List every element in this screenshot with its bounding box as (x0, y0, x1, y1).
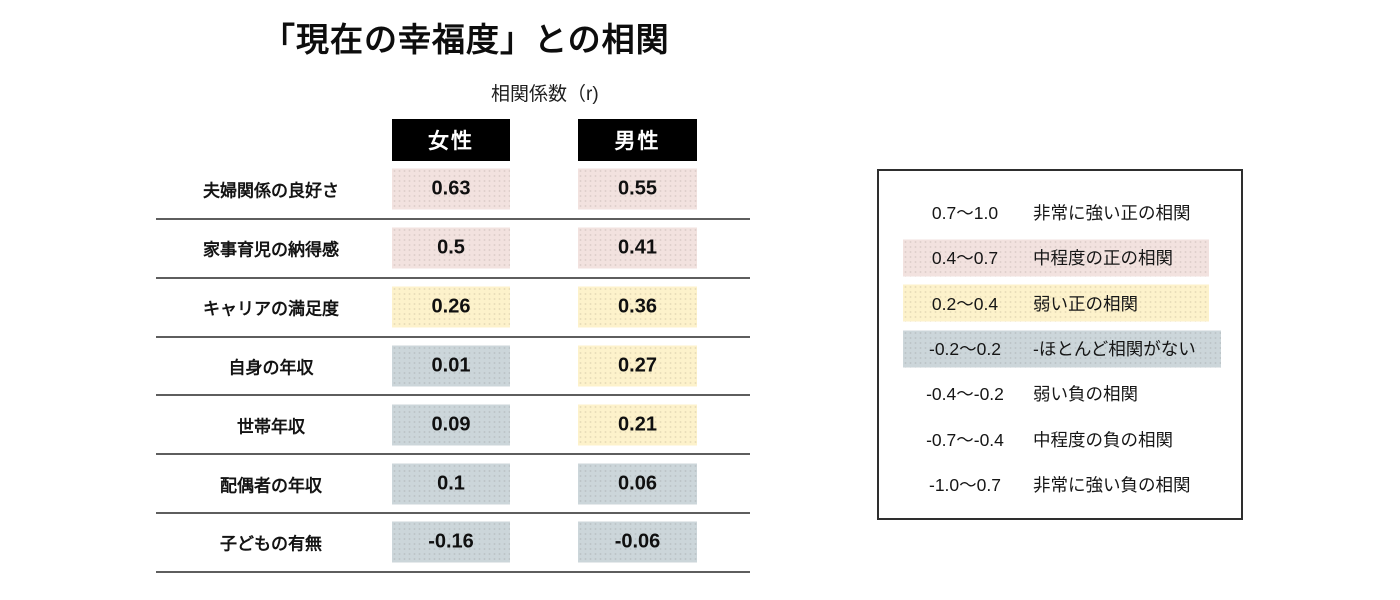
value-cell-male: 0.27 (578, 345, 697, 387)
correlation-table: 女性 男性 夫婦関係の良好さ 0.63 0.55 家事育児の納得感 0.5 0.… (156, 119, 750, 573)
row-label: 夫婦関係の良好さ (203, 181, 339, 201)
legend-label: 中程度の正の相関 (1033, 248, 1173, 269)
legend-range: -0.4〜-0.2 (926, 384, 1004, 405)
table-row: 子どもの有無 -0.16 -0.06 (156, 514, 750, 573)
value-cell-male: 0.55 (578, 168, 697, 210)
legend-range: 0.2〜0.4 (931, 293, 999, 314)
row-label: 家事育児の納得感 (203, 240, 339, 260)
legend-range: -0.2〜0.2 (929, 339, 1001, 360)
legend-range: 0.4〜0.7 (931, 248, 999, 269)
table-row: 自身の年収 0.01 0.27 (156, 338, 750, 397)
table-row: 家事育児の納得感 0.5 0.41 (156, 220, 750, 279)
legend-label: 弱い負の相関 (1033, 384, 1138, 405)
value-cell-female: 0.5 (392, 227, 510, 269)
legend-box: 0.7〜1.0 非常に強い正の相関 0.4〜0.7 中程度の正の相関 0.2〜0… (877, 169, 1243, 520)
legend-range: -1.0〜0.7 (929, 474, 1001, 495)
value-cell-female: 0.09 (392, 404, 510, 446)
value-cell-female: -0.16 (392, 521, 510, 563)
column-header-female: 女性 (392, 119, 510, 161)
value-cell-male: 0.21 (578, 404, 697, 446)
legend-row: -0.4〜-0.2 弱い負の相関 (879, 371, 1241, 416)
legend-range: 0.7〜1.0 (931, 203, 999, 224)
legend-highlight-gray (903, 330, 1221, 368)
row-label: 子どもの有無 (220, 534, 322, 554)
table-row: 世帯年収 0.09 0.21 (156, 396, 750, 456)
legend-row: 0.7〜1.0 非常に強い正の相関 (879, 190, 1241, 235)
subtitle-correlation-coefficient: 相関係数（r) (491, 84, 599, 105)
page-title: 「現在の幸福度」との相関 (262, 21, 670, 58)
row-label: 世帯年収 (237, 417, 305, 437)
column-header-male: 男性 (578, 119, 697, 161)
value-cell-male: 0.06 (578, 463, 697, 505)
row-label: キャリアの満足度 (203, 299, 339, 319)
value-cell-male: 0.36 (578, 286, 697, 328)
legend-label: 中程度の負の相関 (1033, 429, 1173, 450)
legend-highlight-pink (903, 239, 1209, 277)
row-label: 配偶者の年収 (220, 476, 322, 496)
value-cell-male: 0.41 (578, 227, 697, 269)
legend-row: 0.2〜0.4 弱い正の相関 (879, 281, 1241, 326)
row-label: 自身の年収 (228, 358, 314, 378)
legend-row: -0.7〜-0.4 中程度の負の相関 (879, 416, 1241, 461)
value-cell-female: 0.01 (392, 345, 510, 387)
value-cell-female: 0.1 (392, 463, 510, 505)
table-header-row: 女性 男性 (156, 119, 750, 161)
value-cell-male: -0.06 (578, 521, 697, 563)
table-row: 夫婦関係の良好さ 0.63 0.55 (156, 161, 750, 220)
value-cell-female: 0.26 (392, 286, 510, 328)
legend-row: -1.0〜0.7 非常に強い負の相関 (879, 462, 1241, 507)
legend-range: -0.7〜-0.4 (926, 429, 1004, 450)
legend-label: 弱い正の相関 (1033, 293, 1138, 314)
legend-label: -ほとんど相関がない (1033, 339, 1196, 360)
legend-row: 0.4〜0.7 中程度の正の相関 (879, 235, 1241, 280)
legend-label: 非常に強い正の相関 (1033, 203, 1191, 224)
value-cell-female: 0.63 (392, 168, 510, 210)
legend-row: -0.2〜0.2 -ほとんど相関がない (879, 326, 1241, 371)
table-row: 配偶者の年収 0.1 0.06 (156, 455, 750, 515)
legend-label: 非常に強い負の相関 (1033, 474, 1191, 495)
table-row: キャリアの満足度 0.26 0.36 (156, 279, 750, 338)
legend-highlight-yellow (903, 284, 1209, 322)
